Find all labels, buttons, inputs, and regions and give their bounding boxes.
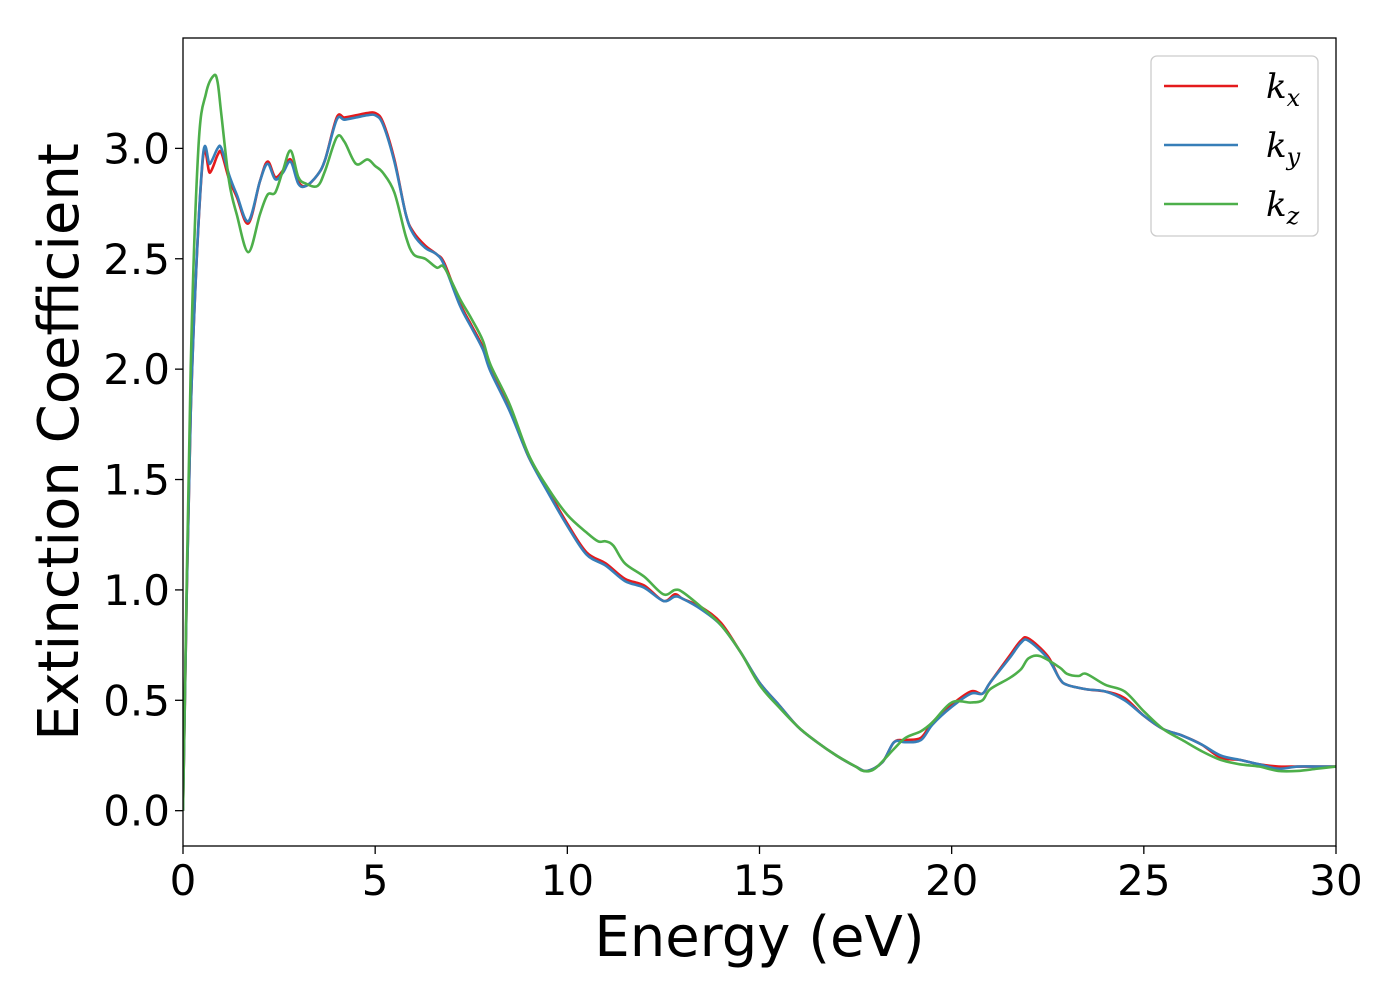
x-tick-label: 5 [362,856,389,905]
y-axis: 0.0 0.5 1.0 1.5 2.0 2.5 3.0 [103,124,183,836]
x-tick-label: 20 [925,856,978,905]
y-tick-label: 3.0 [103,124,170,173]
series-line-z [183,73,1336,811]
y-tick-label: 0.0 [103,787,170,836]
x-axis-title: Energy (eV) [594,905,924,970]
series-layer [183,73,1336,811]
x-axis: 0 5 10 15 20 25 30 [170,846,1363,905]
x-tick-label: 25 [1117,856,1170,905]
x-tick-label: 30 [1309,856,1362,905]
y-tick-label: 2.0 [103,345,170,394]
y-tick-label: 0.5 [103,676,170,725]
y-tick-label: 1.5 [103,456,170,505]
y-tick-label: 2.5 [103,235,170,284]
x-tick-label: 15 [733,856,786,905]
legend-label-z: kz [1266,185,1300,230]
x-tick-label: 0 [170,856,197,905]
x-tick-label: 10 [541,856,594,905]
y-axis-title: Extinction Coefficient [27,143,92,741]
y-tick-label: 1.0 [103,566,170,615]
